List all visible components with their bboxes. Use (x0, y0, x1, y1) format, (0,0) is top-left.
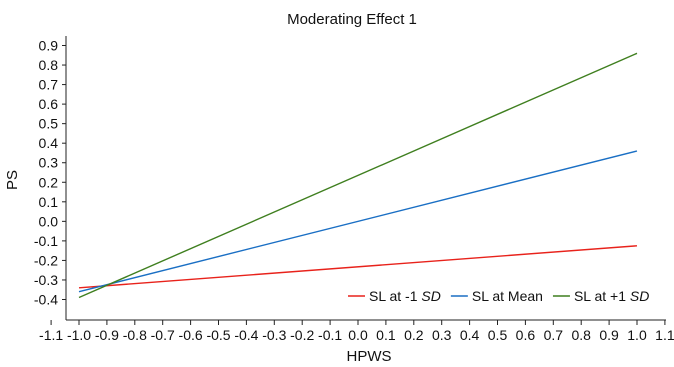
y-tick-label: 0.1 (39, 194, 59, 210)
x-tick-label: -1.1 (39, 327, 63, 343)
legend-label-1: SL at Mean (472, 288, 543, 304)
y-tick-label: 0.5 (39, 116, 59, 132)
x-tick-label: 0.9 (599, 327, 619, 343)
x-tick-label: 0.0 (348, 327, 368, 343)
legend-label-0: SL at -1 SD (369, 288, 441, 304)
x-tick-label: -0.6 (179, 327, 203, 343)
series-line-2 (78, 52, 638, 299)
x-tick-label: -0.8 (123, 327, 147, 343)
x-tick-label: -0.4 (234, 327, 258, 343)
y-tick-label: -0.3 (34, 272, 58, 288)
y-tick-label: 0.4 (39, 135, 59, 151)
y-tick-label: 0.8 (39, 57, 59, 73)
y-tick-label: -0.4 (34, 292, 58, 308)
legend: SL at -1 SD SL at Mean SL at +1 SD (348, 288, 649, 304)
x-axis-ticks: -1.1 -1.0 -0.9 -0.8 -0.7 -0.6 -0.5 -0.4 -0.3 -0.2… (39, 320, 674, 343)
x-tick-label: 0.3 (432, 327, 452, 343)
chart-title: Moderating Effect 1 (287, 11, 417, 28)
x-tick-label: 0.8 (571, 327, 591, 343)
legend-label-2: SL at +1 SD (574, 288, 649, 304)
x-tick-label: -0.7 (151, 327, 175, 343)
x-tick-label: -0.2 (290, 327, 314, 343)
series-line-1 (78, 150, 638, 293)
x-tick-label: 1.1 (655, 327, 674, 343)
y-tick-label: 0.2 (39, 174, 59, 190)
y-tick-label: 0.0 (39, 213, 59, 229)
x-tick-label: 0.1 (376, 327, 396, 343)
x-tick-label: -0.1 (318, 327, 342, 343)
series-line-0 (78, 245, 638, 289)
x-tick-label: 0.6 (516, 327, 536, 343)
x-tick-label: 0.4 (460, 327, 480, 343)
x-tick-label: -0.5 (206, 327, 230, 343)
y-tick-label: 0.6 (39, 96, 59, 112)
x-tick-label: 0.5 (488, 327, 508, 343)
y-axis-title: PS (4, 170, 21, 190)
x-tick-label: 0.2 (404, 327, 424, 343)
x-tick-label: 0.7 (544, 327, 564, 343)
x-tick-label: 1.0 (627, 327, 647, 343)
y-tick-label: 0.9 (39, 38, 59, 54)
y-axis-ticks: 0.9 0.8 0.7 0.6 0.5 0.4 0.3 0.2 0.1 0.0 -0.1 -0.2 -0… (34, 38, 66, 308)
x-tick-label: -0.9 (95, 327, 119, 343)
y-tick-label: -0.2 (34, 252, 58, 268)
series-lines (78, 52, 638, 299)
y-tick-label: 0.7 (39, 77, 59, 93)
y-tick-label: -0.1 (34, 233, 58, 249)
y-tick-label: 0.3 (39, 155, 59, 171)
x-tick-label: -1.0 (67, 327, 91, 343)
x-tick-label: -0.3 (262, 327, 286, 343)
x-axis-title: HPWS (347, 348, 392, 365)
